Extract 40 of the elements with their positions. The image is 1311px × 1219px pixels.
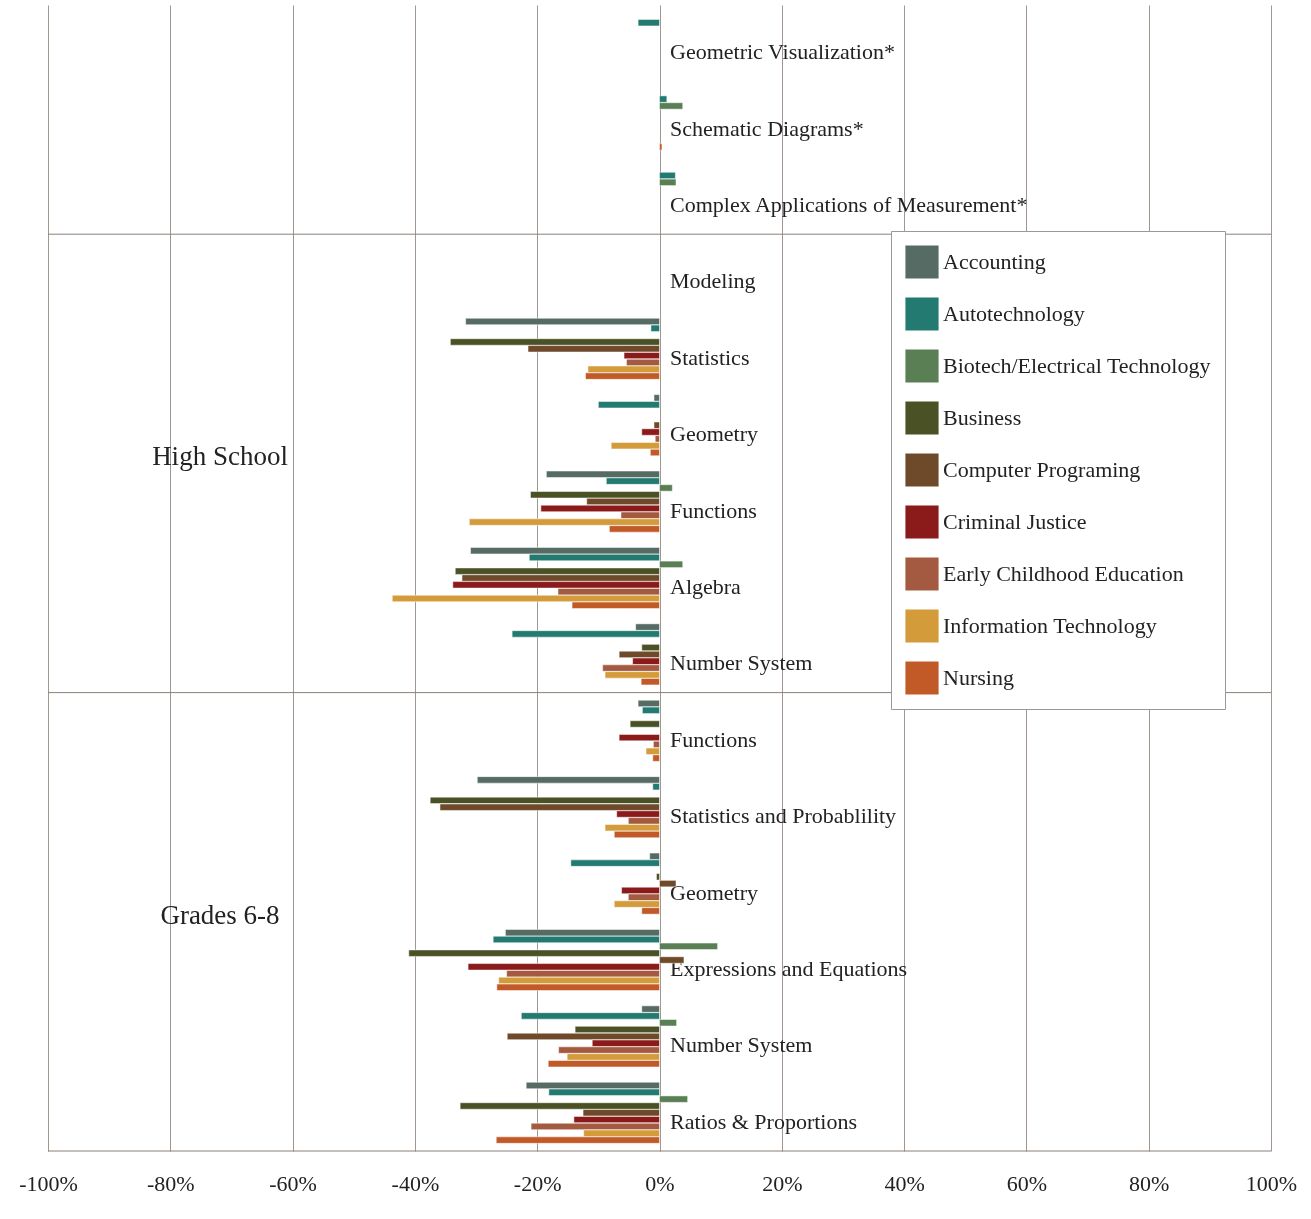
- x-tick-label: -60%: [269, 1170, 317, 1196]
- y-tick-label: Geometric Visualization*: [670, 39, 895, 65]
- y-tick-label: Number System: [670, 1032, 813, 1058]
- y-tick-label: Schematic Diagrams*: [670, 115, 864, 141]
- y-tick-label: Complex Applications of Measurement*: [670, 192, 1028, 217]
- legend-label: Accounting: [943, 249, 1046, 274]
- y-tick-label: Statistics and Probablility: [670, 803, 897, 829]
- bar: [659, 143, 663, 151]
- annotation: Grades 6-8: [160, 899, 280, 930]
- y-tick-label: Expressions and Equations: [670, 956, 908, 981]
- bar: [637, 19, 660, 27]
- x-tick-label: 0%: [645, 1170, 675, 1196]
- x-tick-label: -80%: [146, 1170, 195, 1196]
- y-tick-label: Geometry: [670, 879, 758, 905]
- x-tick-label: -40%: [391, 1170, 440, 1196]
- x-tick-label: 60%: [1006, 1170, 1048, 1196]
- x-tick-label: 40%: [884, 1170, 925, 1196]
- y-tick-label: Geometry: [670, 421, 758, 447]
- y-tick-label: Number System: [670, 650, 813, 676]
- x-tick-label: -20%: [513, 1170, 562, 1196]
- y-tick-label: Algebra: [670, 574, 742, 599]
- x-tick-label: -100%: [19, 1170, 78, 1196]
- legend-label: Early Childhood Education: [943, 561, 1184, 586]
- legend-label: Criminal Justice: [943, 509, 1087, 534]
- legend-label: Information Technology: [943, 613, 1157, 638]
- legend-label: Business: [943, 405, 1022, 430]
- legend-label: Autotechnology: [943, 301, 1085, 326]
- legend-label: Biotech/Electrical Technology: [943, 353, 1211, 378]
- legend-label: Nursing: [943, 665, 1014, 690]
- y-tick-label: Ratios & Proportions: [670, 1108, 858, 1134]
- bar: [629, 720, 660, 728]
- y-tick-label: Functions: [670, 726, 757, 752]
- legend-label: Computer Programing: [943, 457, 1141, 482]
- x-tick-label: 100%: [1245, 1170, 1298, 1196]
- y-tick-label: Statistics: [670, 344, 750, 370]
- x-tick-label: 80%: [1129, 1170, 1170, 1196]
- y-tick-label: Modeling: [670, 268, 756, 294]
- x-tick-label: 20%: [762, 1170, 803, 1196]
- annotation: High School: [152, 441, 288, 472]
- y-tick-label: Functions: [670, 497, 757, 523]
